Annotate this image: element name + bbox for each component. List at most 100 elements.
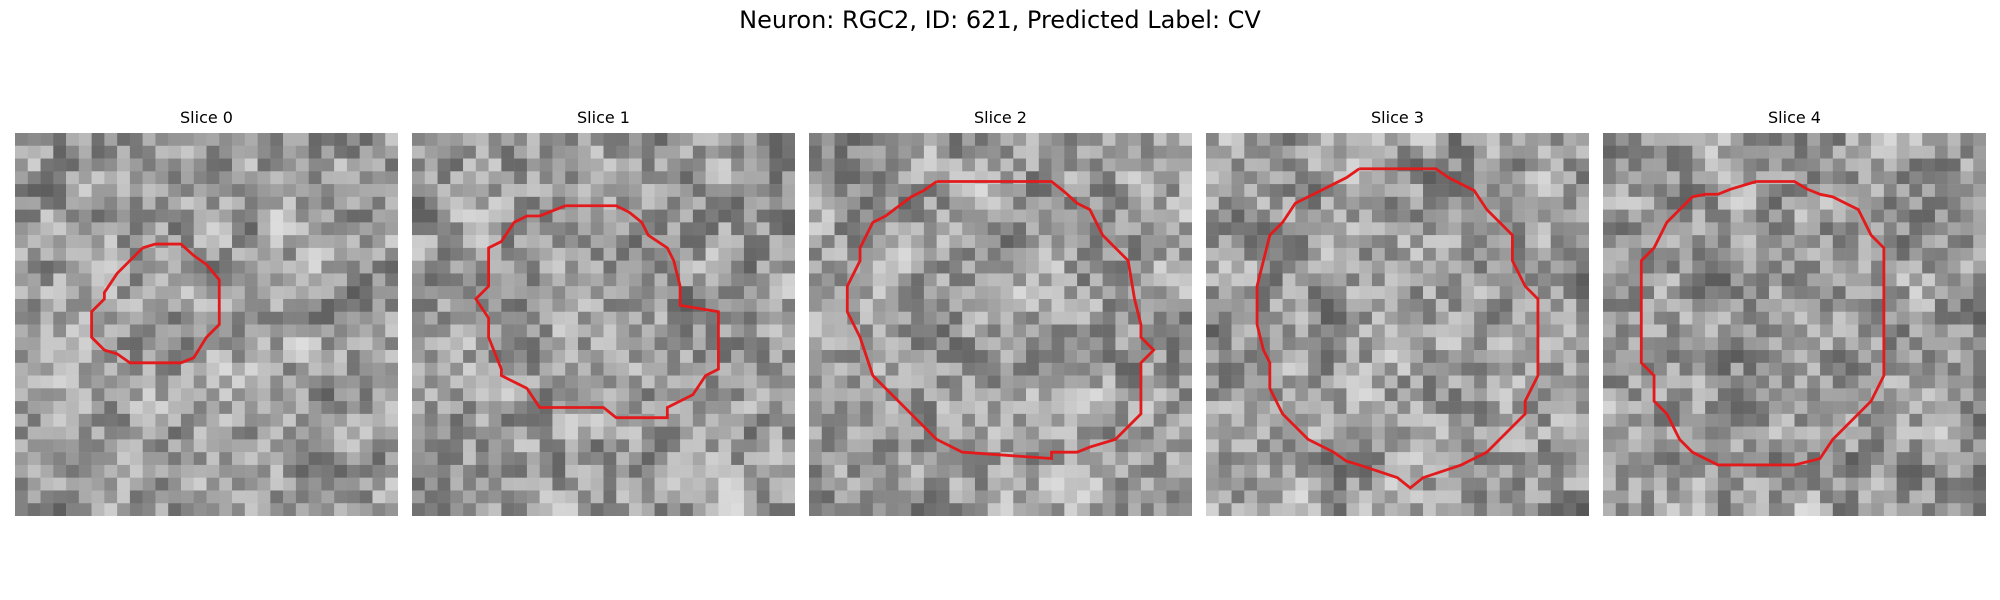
pixel — [565, 490, 579, 504]
pixel — [321, 133, 335, 147]
pixel — [437, 171, 451, 185]
pixel — [308, 145, 322, 159]
pixel — [1231, 490, 1245, 504]
pixel — [1218, 273, 1232, 287]
pixel — [936, 247, 950, 261]
pixel — [1550, 298, 1564, 312]
pixel — [308, 439, 322, 453]
pixel — [1794, 273, 1808, 287]
pixel — [1615, 426, 1629, 440]
pixel — [104, 477, 118, 491]
pixel — [257, 171, 271, 185]
pixel — [321, 222, 335, 236]
pixel — [962, 337, 976, 351]
pixel — [616, 158, 630, 172]
pixel — [847, 184, 861, 198]
pixel — [1756, 337, 1770, 351]
pixel — [488, 401, 502, 415]
pixel — [1525, 260, 1539, 274]
pixel — [705, 235, 719, 249]
pixel — [475, 184, 489, 198]
pixel — [1423, 337, 1437, 351]
pixel — [731, 145, 745, 159]
pixel — [1883, 286, 1897, 300]
pixel — [769, 311, 783, 325]
pixel — [129, 362, 143, 376]
pixel — [1166, 324, 1180, 338]
pixel — [1641, 133, 1655, 147]
pixel — [1333, 490, 1347, 504]
pixel — [936, 235, 950, 249]
pixel — [1257, 413, 1271, 427]
pixel — [206, 413, 220, 427]
pixel — [40, 298, 54, 312]
pixel — [1269, 171, 1283, 185]
pixel — [1346, 413, 1360, 427]
pixel — [1730, 413, 1744, 427]
pixel — [1346, 260, 1360, 274]
pixel — [923, 324, 937, 338]
pixel — [1973, 362, 1986, 376]
pixel — [1922, 464, 1936, 478]
pixel — [1563, 133, 1577, 147]
pixel — [1717, 503, 1731, 516]
pixel — [1474, 477, 1488, 491]
pixel — [1615, 273, 1629, 287]
pixel — [1257, 209, 1271, 223]
pixel — [1768, 452, 1782, 466]
pixel — [53, 158, 67, 172]
pixel — [437, 133, 451, 147]
pixel — [475, 158, 489, 172]
pixel — [1641, 298, 1655, 312]
pixel — [463, 324, 477, 338]
pixel — [1603, 158, 1617, 172]
pixel — [359, 490, 373, 504]
pixel — [1807, 145, 1821, 159]
pixel — [923, 362, 937, 376]
pixel — [1448, 388, 1462, 402]
pixel — [1064, 401, 1078, 415]
pixel — [1013, 350, 1027, 364]
pixel — [1781, 503, 1795, 516]
pixel — [168, 477, 182, 491]
pixel — [641, 503, 655, 516]
pixel — [1666, 477, 1680, 491]
pixel — [1486, 298, 1500, 312]
pixel — [1883, 171, 1897, 185]
pixel — [834, 350, 848, 364]
pixel — [104, 311, 118, 325]
pixel — [463, 413, 477, 427]
pixel — [1909, 324, 1923, 338]
pixel — [1128, 196, 1142, 210]
pixel — [1820, 158, 1834, 172]
pixel — [1550, 426, 1564, 440]
pixel — [1781, 362, 1795, 376]
pixel — [1474, 350, 1488, 364]
pixel — [834, 158, 848, 172]
pixel — [603, 452, 617, 466]
pixel — [1832, 375, 1846, 389]
pixel — [1269, 324, 1283, 338]
pixel — [1947, 375, 1961, 389]
pixel — [1115, 235, 1129, 249]
pixel — [346, 375, 360, 389]
pixel — [1641, 273, 1655, 287]
pixel — [1282, 235, 1296, 249]
pixel — [1179, 413, 1192, 427]
pixel — [40, 503, 54, 516]
pixel — [974, 337, 988, 351]
pixel — [1705, 235, 1719, 249]
pixel — [1794, 324, 1808, 338]
pixel — [501, 286, 515, 300]
pixel — [514, 413, 528, 427]
pixel — [1807, 171, 1821, 185]
pixel — [206, 158, 220, 172]
pixel — [1692, 158, 1706, 172]
pixel — [1269, 490, 1283, 504]
pixel — [1371, 260, 1385, 274]
pixel — [1832, 133, 1846, 147]
pixel — [1537, 311, 1551, 325]
pixel — [1679, 273, 1693, 287]
pixel — [1140, 503, 1154, 516]
pixel — [385, 298, 398, 312]
